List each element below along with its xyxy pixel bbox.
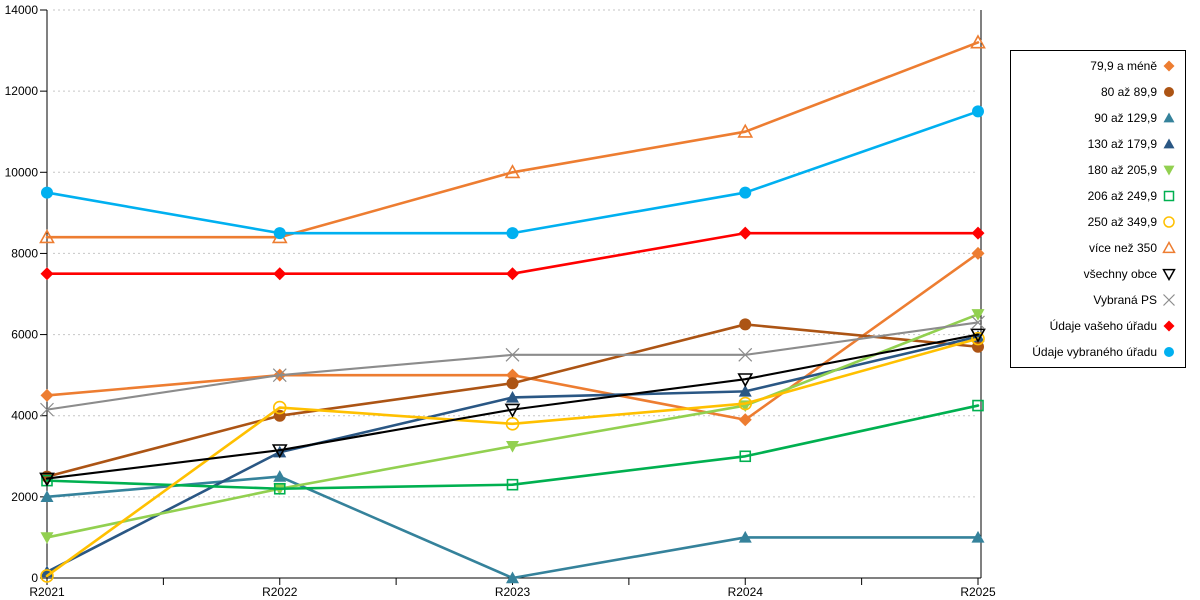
legend-item-6[interactable]: 250 až 349,9 — [1015, 215, 1177, 229]
y-grid — [53, 9, 978, 498]
legend-label: Vybraná PS — [1093, 293, 1157, 307]
y-tick-label: 4000 — [11, 409, 38, 423]
legend-item-8[interactable]: všechny obce — [1015, 267, 1177, 282]
legend-label: všechny obce — [1083, 267, 1157, 281]
legend-item-11[interactable]: Údaje vybraného úřadu — [1015, 345, 1177, 359]
legend-item-4[interactable]: 180 až 205,9 — [1015, 163, 1177, 177]
series-2 — [40, 470, 985, 584]
series-line — [45, 475, 980, 580]
legend-item-5[interactable]: 206 až 249,9 — [1015, 189, 1177, 203]
legend-item-3[interactable]: 130 až 179,9 — [1015, 137, 1177, 151]
series-8 — [39, 328, 986, 487]
legend-label: 130 až 179,9 — [1087, 137, 1157, 151]
series-7 — [39, 34, 986, 244]
x-tick-label: R2025 — [960, 585, 996, 599]
legend-item-0[interactable]: 79,9 a méně — [1015, 59, 1177, 73]
triangle-down-marker-icon — [1161, 163, 1177, 177]
legend-label: 206 až 249,9 — [1087, 189, 1157, 203]
legend: 79,9 a méně 80 až 89,9 90 až 129,9 130 až 1… — [1010, 50, 1186, 368]
series-10 — [40, 226, 985, 281]
series-line — [45, 312, 980, 539]
series-5 — [41, 399, 984, 495]
square-marker-icon — [1161, 189, 1177, 203]
legend-label: Údaje vašeho úřadu — [1049, 319, 1157, 333]
legend-label: 90 až 129,9 — [1094, 111, 1157, 125]
triangle-up-marker-icon — [1161, 137, 1177, 151]
series-9 — [40, 315, 985, 417]
series-3 — [40, 330, 985, 578]
y-tick-label: 10000 — [5, 165, 39, 179]
x-tick-label: R2023 — [495, 585, 531, 599]
x-tick-label: R2022 — [262, 585, 298, 599]
y-tick-label: 14000 — [5, 3, 39, 17]
legend-label: 80 až 89,9 — [1100, 85, 1157, 99]
legend-label: 180 až 205,9 — [1087, 163, 1157, 177]
legend-item-10[interactable]: Údaje vašeho úřadu — [1015, 319, 1177, 333]
series-line — [45, 404, 980, 491]
circle-marker-icon — [1161, 85, 1177, 99]
series-4 — [40, 309, 985, 544]
triangle-down-marker-icon — [1161, 267, 1177, 282]
series-6 — [40, 331, 985, 583]
series-line — [45, 337, 980, 578]
legend-label: Údaje vybraného úřadu — [1032, 345, 1157, 359]
legend-item-9[interactable]: Vybraná PS — [1015, 293, 1177, 307]
diamond-marker-icon — [1161, 59, 1177, 73]
x-marker-icon — [1161, 293, 1177, 307]
legend-item-1[interactable]: 80 až 89,9 — [1015, 85, 1177, 99]
x-tick-label: R2024 — [728, 585, 764, 599]
legend-item-2[interactable]: 90 až 129,9 — [1015, 111, 1177, 125]
legend-item-7[interactable]: více než 350 — [1015, 240, 1177, 255]
triangle-up-marker-icon — [1161, 240, 1177, 255]
legend-label: 250 až 349,9 — [1087, 215, 1157, 229]
circle-marker-icon — [1161, 215, 1177, 229]
triangle-up-marker-icon — [1161, 111, 1177, 125]
y-tick-label: 12000 — [5, 84, 39, 98]
legend-label: více než 350 — [1088, 241, 1157, 255]
y-axis: 0 2000 4000 6000 8000 10000 12000 14000 — [5, 3, 48, 585]
y-tick-label: 8000 — [11, 246, 38, 260]
legend-label: 79,9 a méně — [1090, 59, 1157, 73]
circle-marker-icon — [1161, 345, 1177, 359]
x-tick-label: R2021 — [29, 585, 65, 599]
series-11 — [41, 105, 984, 240]
y-tick-label: 2000 — [11, 490, 38, 504]
series-line — [45, 41, 980, 239]
series-line — [45, 333, 980, 480]
y-tick-label: 0 — [31, 571, 38, 585]
y-tick-label: 6000 — [11, 328, 38, 342]
diamond-marker-icon — [1161, 319, 1177, 333]
